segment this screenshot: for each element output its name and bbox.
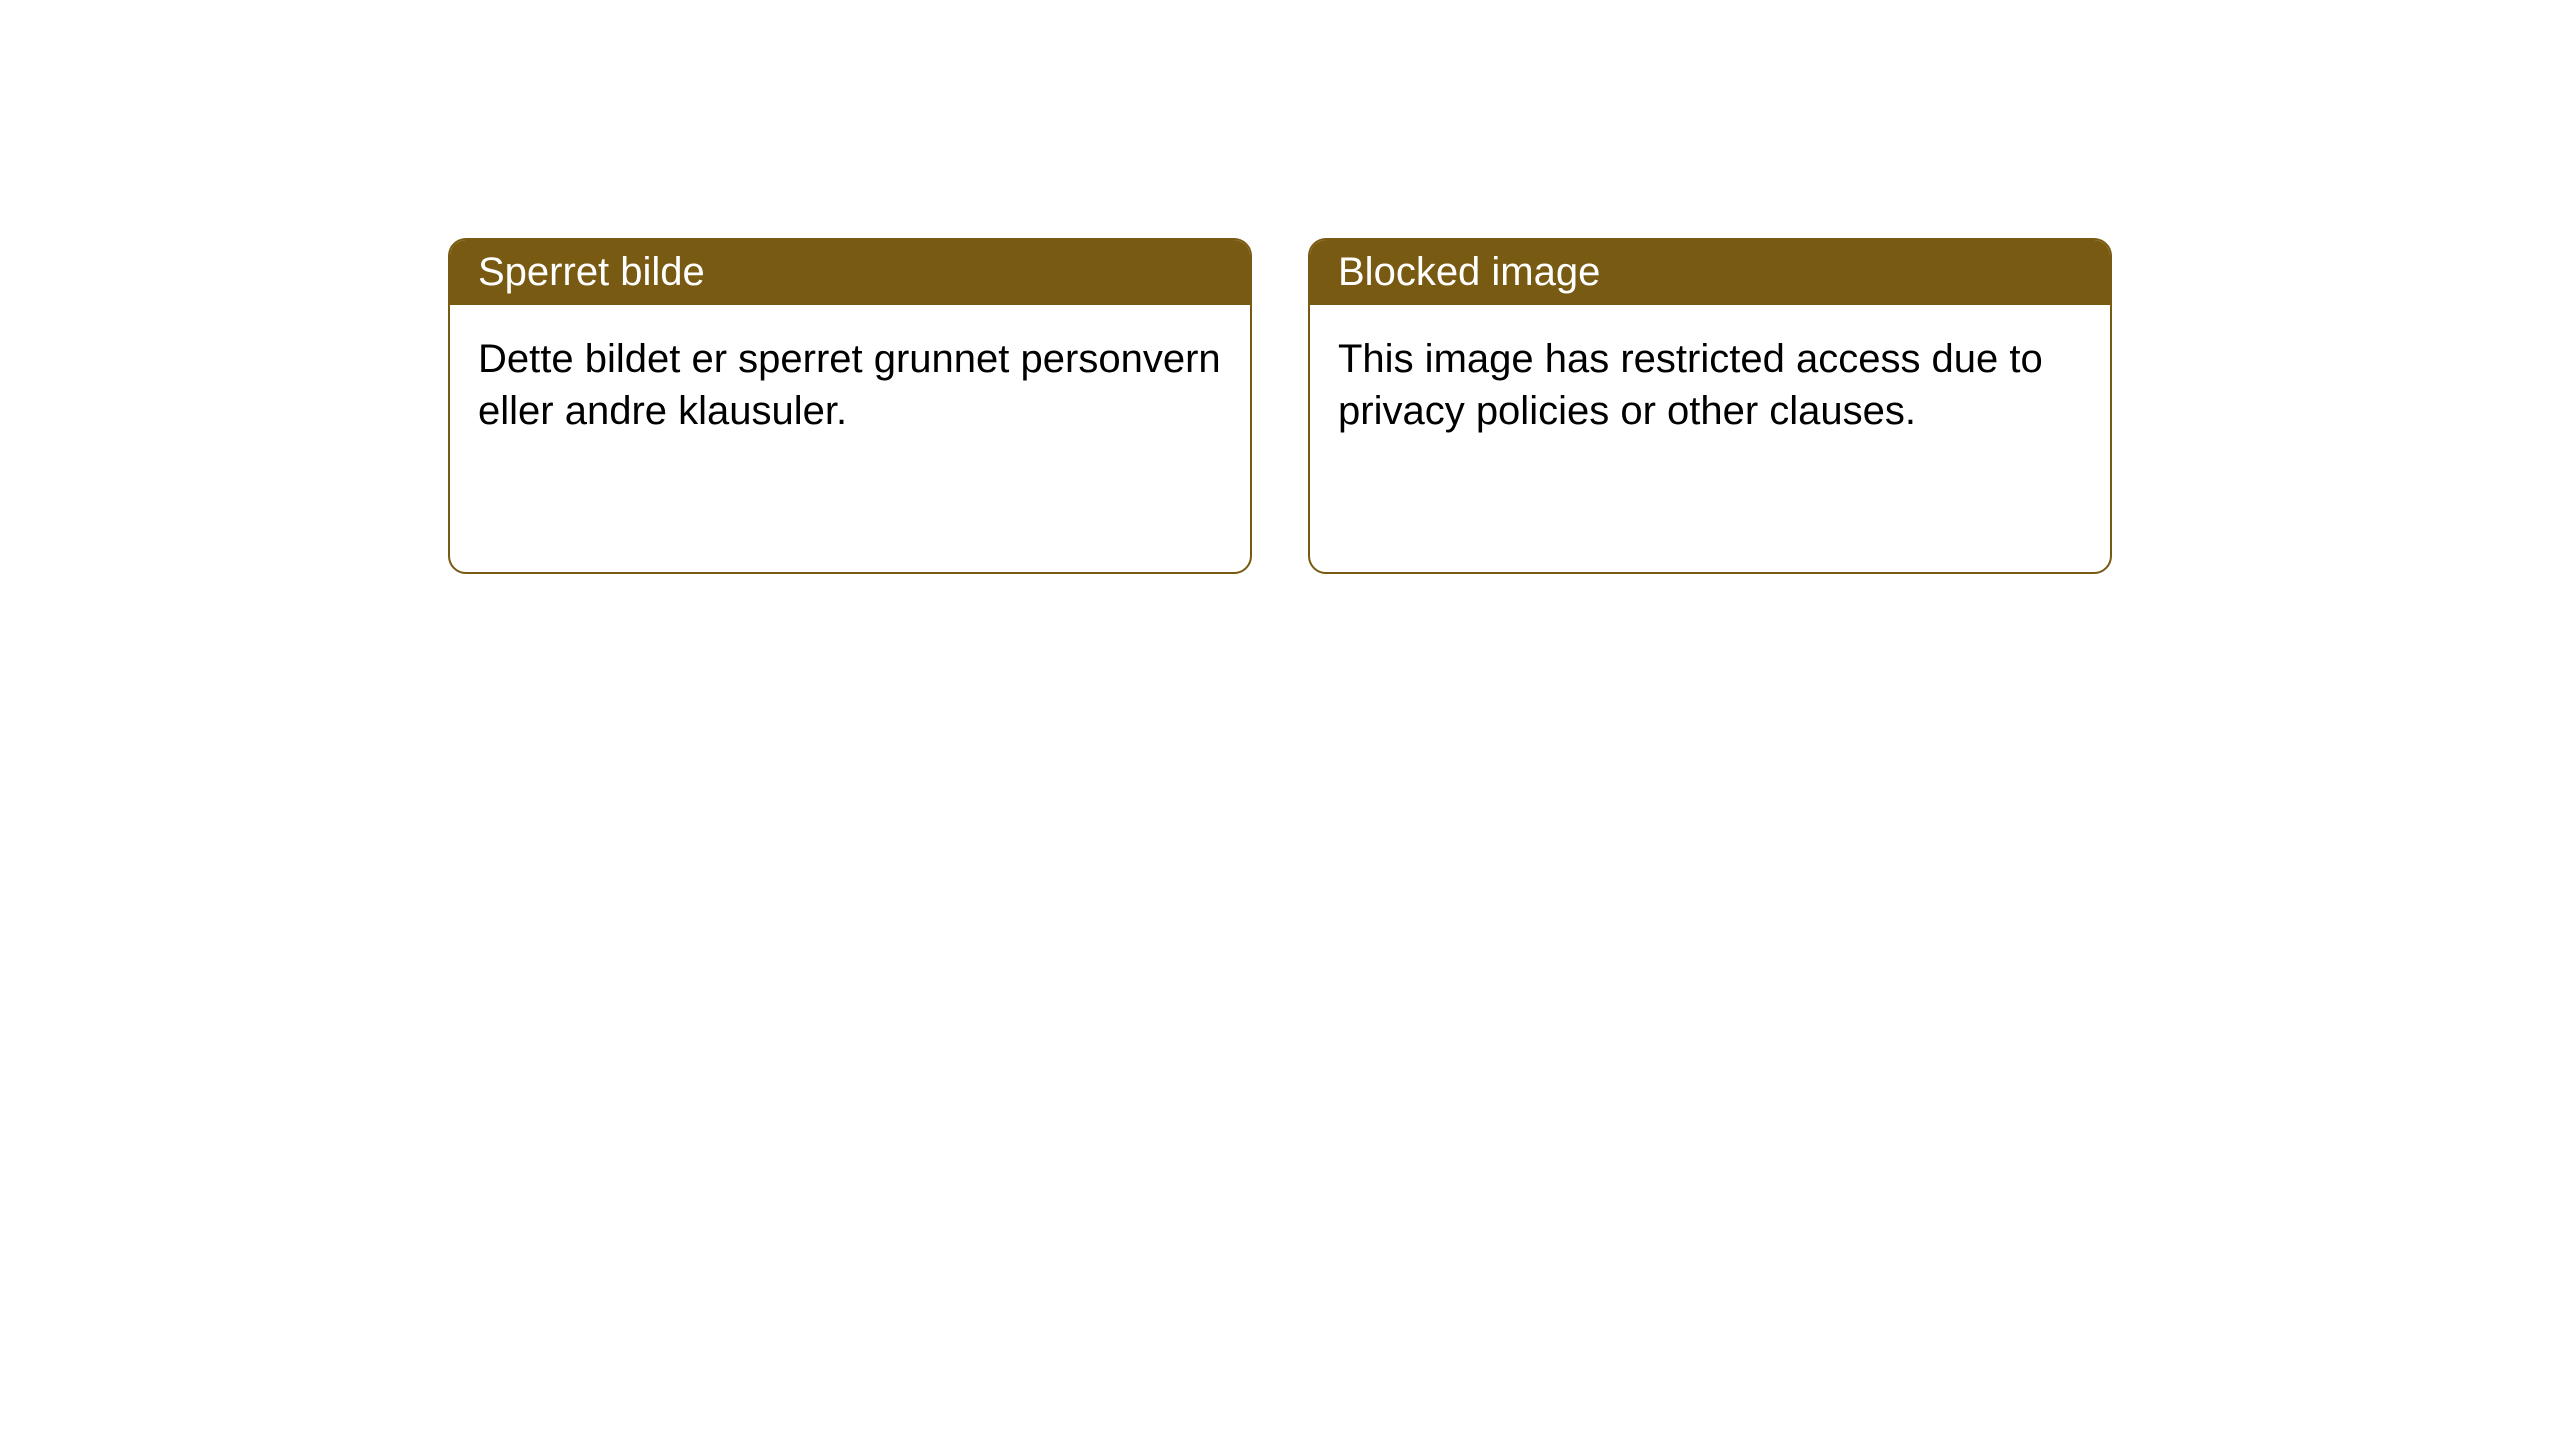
notice-title: Blocked image [1338, 250, 1600, 294]
notice-header: Sperret bilde [450, 240, 1250, 305]
notice-card-english: Blocked image This image has restricted … [1308, 238, 2112, 574]
notice-body: Dette bildet er sperret grunnet personve… [450, 305, 1250, 465]
notice-body-text: Dette bildet er sperret grunnet personve… [478, 337, 1221, 433]
notice-container: Sperret bilde Dette bildet er sperret gr… [448, 238, 2112, 574]
notice-card-norwegian: Sperret bilde Dette bildet er sperret gr… [448, 238, 1252, 574]
notice-body: This image has restricted access due to … [1310, 305, 2110, 465]
notice-body-text: This image has restricted access due to … [1338, 337, 2043, 433]
notice-title: Sperret bilde [478, 250, 705, 294]
notice-header: Blocked image [1310, 240, 2110, 305]
